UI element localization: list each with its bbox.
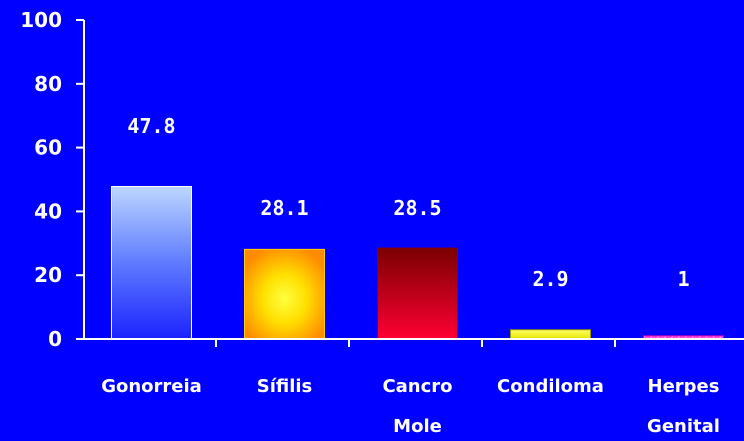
data-label: 28.5 [393,196,441,220]
bar-s-filis [244,248,325,340]
x-axis-ticks [215,339,616,347]
y-tick-label: 20 [34,263,62,287]
y-tick-label: 0 [48,327,62,351]
bar-condiloma [510,329,591,340]
data-label: 28.1 [260,196,308,220]
y-axis-ticks: 0 20 40 60 80 100 [20,8,84,351]
x-category-label: Cancro [382,376,452,397]
y-tick-label: 40 [34,199,62,223]
data-label: 47.8 [127,114,175,138]
y-tick-label: 80 [34,72,62,96]
x-category-label: Condiloma [497,376,604,397]
data-label: 1 [677,267,689,291]
x-category-label: Herpes [648,376,720,397]
x-category-label: Mole [393,416,442,437]
data-label: 2.9 [532,267,568,291]
x-category-label: Genital [647,416,720,437]
data-labels: 47.8 28.1 28.5 2.9 1 [127,114,689,291]
y-tick-label: 100 [20,8,62,32]
y-tick-label: 60 [34,136,62,160]
category-labels: Gonorreia Sífilis Cancro Mole Condiloma Herpe… [101,376,720,437]
bar-cancro-mole [377,247,458,340]
x-category-label: Sífilis [257,376,313,397]
bar-gonorreia [111,186,192,340]
x-category-label: Gonorreia [101,376,202,397]
